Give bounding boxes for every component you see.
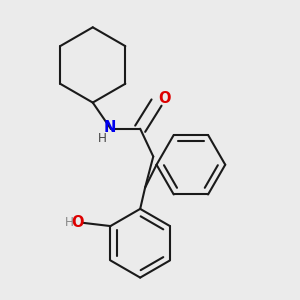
Text: H: H <box>98 132 106 145</box>
Text: O: O <box>71 214 84 230</box>
Text: H: H <box>65 216 74 229</box>
Text: O: O <box>158 91 171 106</box>
Text: N: N <box>104 120 116 135</box>
